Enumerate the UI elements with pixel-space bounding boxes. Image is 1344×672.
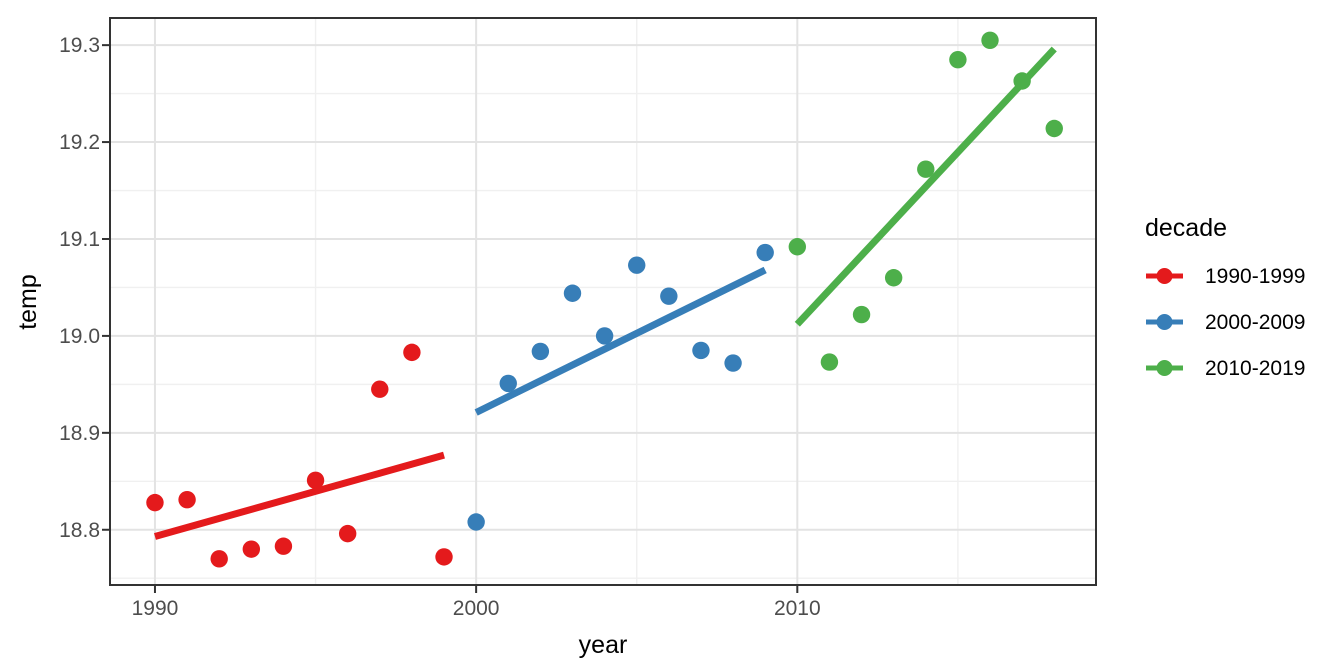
- data-point: [563, 284, 582, 302]
- legend-label: 2010-2019: [1205, 357, 1305, 380]
- y-tick-label: 18.8: [59, 519, 100, 542]
- y-tick-label: 19.2: [59, 131, 100, 154]
- x-tick-label: 2000: [453, 597, 500, 620]
- data-point: [981, 31, 999, 49]
- data-point: [178, 491, 196, 509]
- data-point: [692, 341, 710, 360]
- data-point: [210, 550, 228, 568]
- trend-line-2000-2009: [474, 266, 767, 416]
- y-tick-label: 19.0: [59, 325, 100, 348]
- data-point: [403, 343, 421, 362]
- axis-layer: 1990 2000 2010 18.8 18.9 19.0 19.1 19.2 19.3: [59, 34, 821, 620]
- trend-line-1990-1999: [154, 451, 445, 540]
- legend-label: 2000-2009: [1205, 311, 1305, 334]
- legend-key-point: [1156, 268, 1173, 284]
- data-point: [499, 374, 517, 393]
- y-tick-label: 19.1: [59, 228, 100, 251]
- data-point: [1013, 72, 1031, 90]
- data-point: [820, 353, 839, 371]
- data-point: [884, 269, 903, 287]
- y-tick-label: 19.3: [59, 34, 100, 57]
- data-point: [660, 287, 678, 305]
- y-tick-label: 18.9: [59, 422, 100, 445]
- series-layer: [146, 31, 1063, 568]
- data-point: [242, 540, 261, 558]
- data-point: [338, 524, 357, 543]
- data-point: [595, 327, 614, 345]
- data-point: [435, 548, 453, 566]
- data-point: [371, 380, 389, 398]
- data-point: [628, 256, 646, 274]
- legend: decade 1990-1999 2000-2009 2010-2019: [1145, 214, 1305, 380]
- data-point: [1045, 119, 1063, 138]
- data-point: [531, 342, 550, 361]
- trend-line-2010-2019: [794, 46, 1057, 327]
- data-point: [756, 243, 774, 262]
- data-point: [724, 354, 742, 372]
- legend-label: 1990-1999: [1205, 265, 1305, 288]
- x-axis-title: year: [579, 631, 628, 659]
- data-point: [274, 537, 293, 555]
- data-point: [949, 50, 967, 69]
- data-point: [852, 305, 871, 324]
- panel-border: [109, 17, 1097, 586]
- legend-key-point: [1156, 314, 1173, 330]
- legend-title: decade: [1145, 214, 1227, 242]
- legend-entries: 1990-1999 2000-2009 2010-2019: [1146, 265, 1305, 380]
- data-point: [788, 238, 807, 256]
- y-axis-title: temp: [14, 274, 42, 330]
- legend-key-point: [1156, 360, 1173, 376]
- data-point: [467, 513, 485, 531]
- data-point: [917, 160, 935, 178]
- x-tick-label: 1990: [132, 597, 179, 620]
- grid-layer: [110, 18, 1096, 585]
- x-tick-label: 2010: [774, 597, 821, 620]
- data-point: [146, 493, 164, 512]
- data-point: [306, 471, 325, 490]
